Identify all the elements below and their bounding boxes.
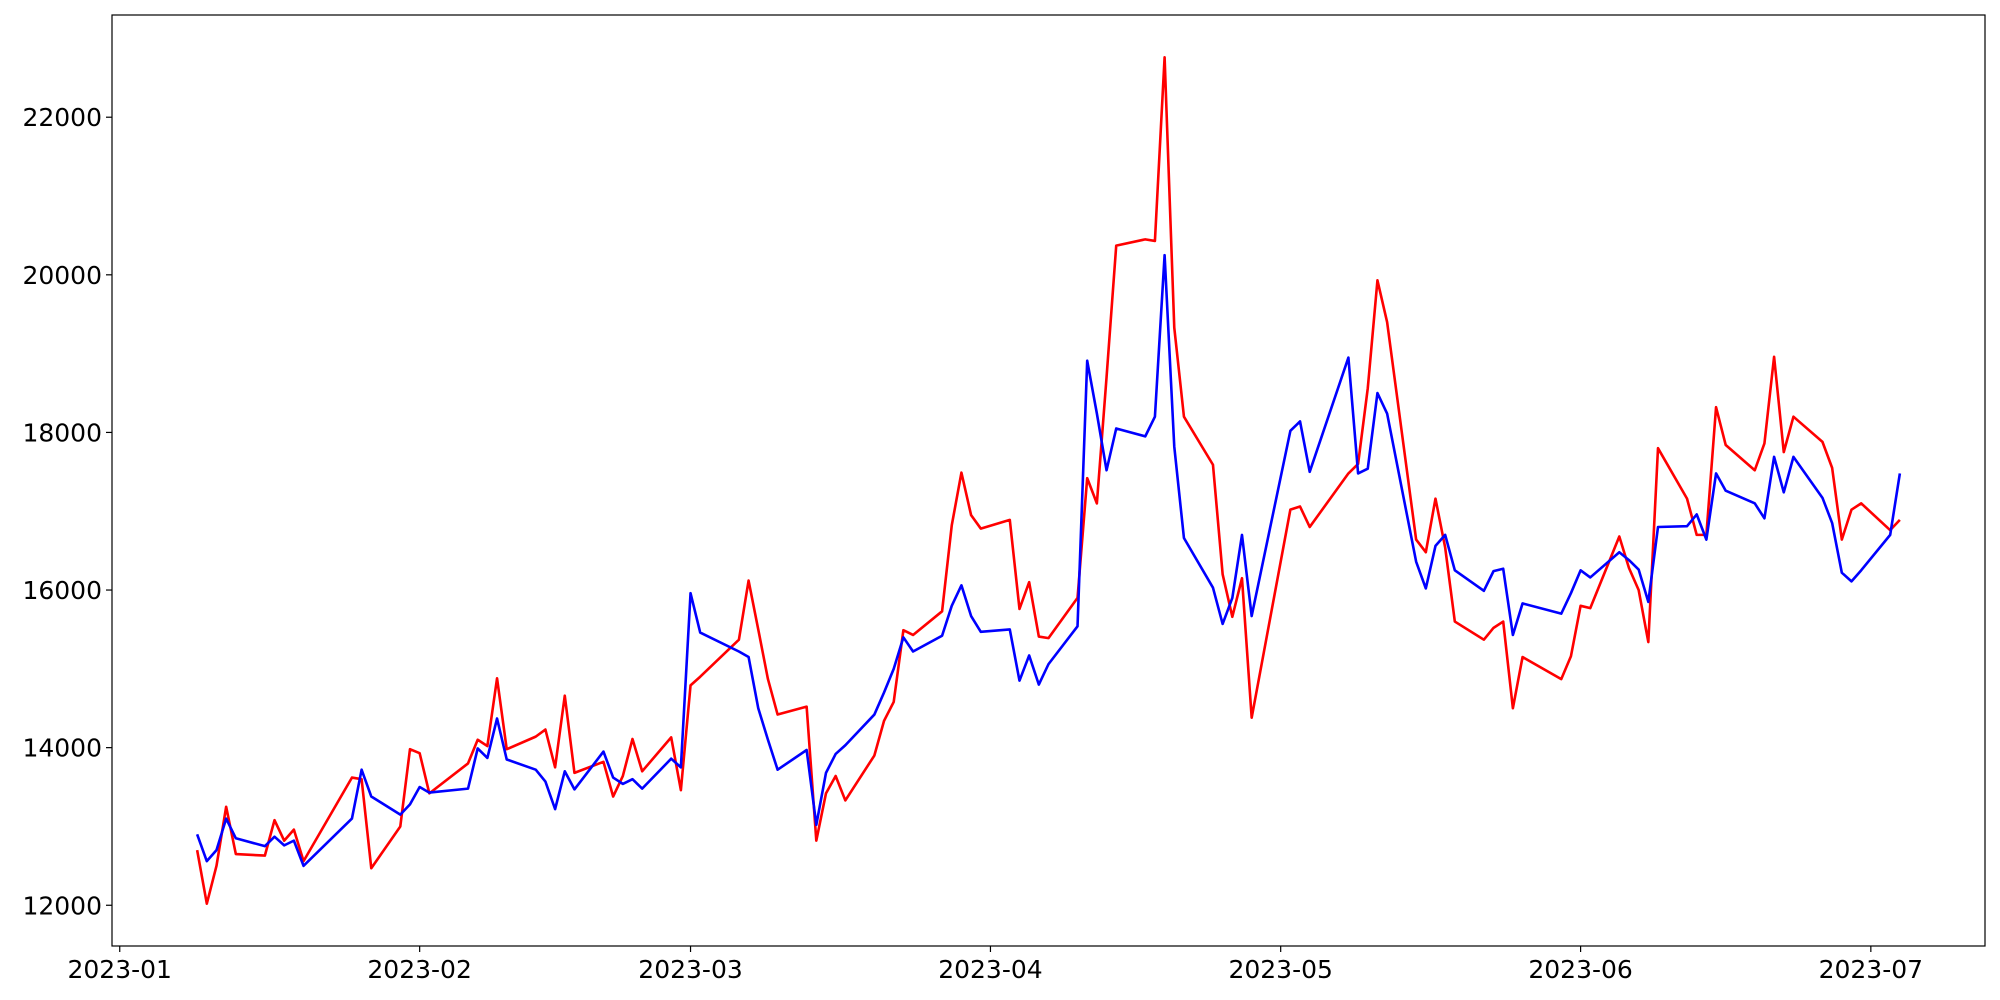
y-tick-label: 14000 xyxy=(22,734,102,763)
y-tick-label: 18000 xyxy=(22,418,102,447)
x-tick-label: 2023-04 xyxy=(938,955,1042,984)
x-tick-label: 2023-06 xyxy=(1528,955,1632,984)
x-tick-label: 2023-03 xyxy=(638,955,742,984)
series-line xyxy=(195,253,1902,868)
x-tick-label: 2023-05 xyxy=(1228,955,1332,984)
plot-frame xyxy=(111,14,1986,947)
y-tick-label: 22000 xyxy=(22,103,102,132)
y-tick-label: 20000 xyxy=(22,261,102,290)
x-tick-label: 2023-07 xyxy=(1819,955,1923,984)
x-tick-label: 2023-01 xyxy=(68,955,172,984)
x-tick-label: 2023-02 xyxy=(367,955,471,984)
series-line xyxy=(195,56,1901,905)
y-tick-label: 12000 xyxy=(22,891,102,920)
y-tick-label: 16000 xyxy=(22,576,102,605)
